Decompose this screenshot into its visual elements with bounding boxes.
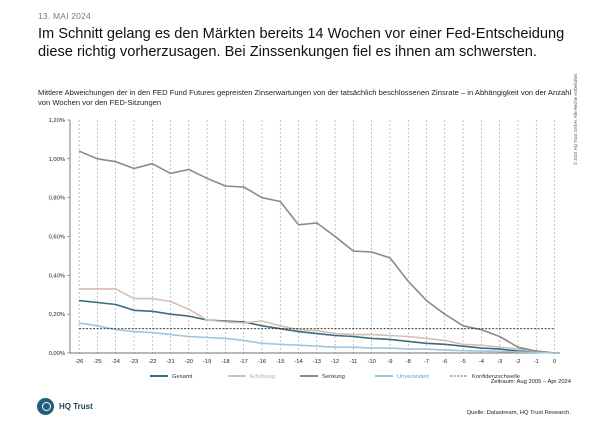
- x-tick-label: -23: [130, 359, 138, 365]
- legend-label: Gesamt: [172, 374, 193, 380]
- series-line-erhöhung: [79, 288, 555, 354]
- y-tick-label: 0,40%: [49, 273, 65, 279]
- x-tick-label: -9: [387, 359, 392, 365]
- x-tick-label: -25: [93, 359, 101, 365]
- x-tick-label: -5: [461, 359, 466, 365]
- logo-text: HQ Trust: [59, 402, 93, 411]
- x-tick-label: -19: [203, 359, 211, 365]
- x-tick-label: -14: [294, 359, 303, 365]
- x-tick-label: -18: [221, 359, 229, 365]
- y-tick-label: 0,00%: [49, 351, 65, 357]
- legend-label: Erhöhung: [250, 374, 275, 380]
- source-note: Quelle: Datastream, HQ Trust Research.: [466, 410, 571, 416]
- x-tick-label: -26: [75, 359, 83, 365]
- x-tick-label: -8: [406, 359, 411, 365]
- period-note: Zeitraum: Aug 2005 – Apr 2024: [490, 379, 571, 385]
- x-tick-label: -20: [185, 359, 193, 365]
- y-tick-label: 0,80%: [49, 196, 65, 202]
- hq-trust-logo: HQ Trust: [37, 398, 93, 415]
- x-tick-label: -3: [497, 359, 502, 365]
- x-tick-label: -2: [515, 359, 520, 365]
- x-tick-label: -6: [442, 359, 447, 365]
- x-tick-label: -1: [534, 359, 539, 365]
- legend-label: Konfidenzschwelle: [472, 374, 520, 380]
- x-tick-label: -7: [424, 359, 429, 365]
- publication-date: 13. MAI 2024: [38, 11, 91, 21]
- x-tick-label: -16: [258, 359, 266, 365]
- y-tick-label: 0,20%: [49, 312, 65, 318]
- x-tick-label: 0: [553, 359, 556, 365]
- y-tick-label: 1,20%: [49, 118, 65, 124]
- series-line-gesamt: [79, 299, 555, 354]
- x-tick-label: -12: [331, 359, 339, 365]
- page-headline: Im Schnitt gelang es den Märkten bereits…: [38, 26, 565, 60]
- x-tick-label: -4: [479, 359, 485, 365]
- x-tick-label: -24: [112, 359, 121, 365]
- x-tick-label: -17: [239, 359, 247, 365]
- x-tick-label: -11: [349, 359, 357, 365]
- legend-label: Senkung: [322, 374, 345, 380]
- x-tick-label: -21: [166, 359, 174, 365]
- y-tick-label: 0,60%: [49, 235, 65, 241]
- legend-label: Unverändert: [397, 374, 429, 380]
- series-line-unverändert: [78, 322, 555, 354]
- x-tick-label: -22: [148, 359, 156, 365]
- logo-mark-icon: [37, 398, 54, 415]
- y-tick-label: 1,00%: [49, 157, 65, 163]
- x-tick-label: -15: [276, 359, 284, 365]
- chart-title: Mittlere Abweichungen der in den FED Fun…: [38, 88, 572, 107]
- x-tick-label: -13: [313, 359, 321, 365]
- x-tick-label: -10: [367, 359, 375, 365]
- copyright-note: © 2024 HQ Trust GmbH. Alle Rechte vorbeh…: [573, 72, 578, 165]
